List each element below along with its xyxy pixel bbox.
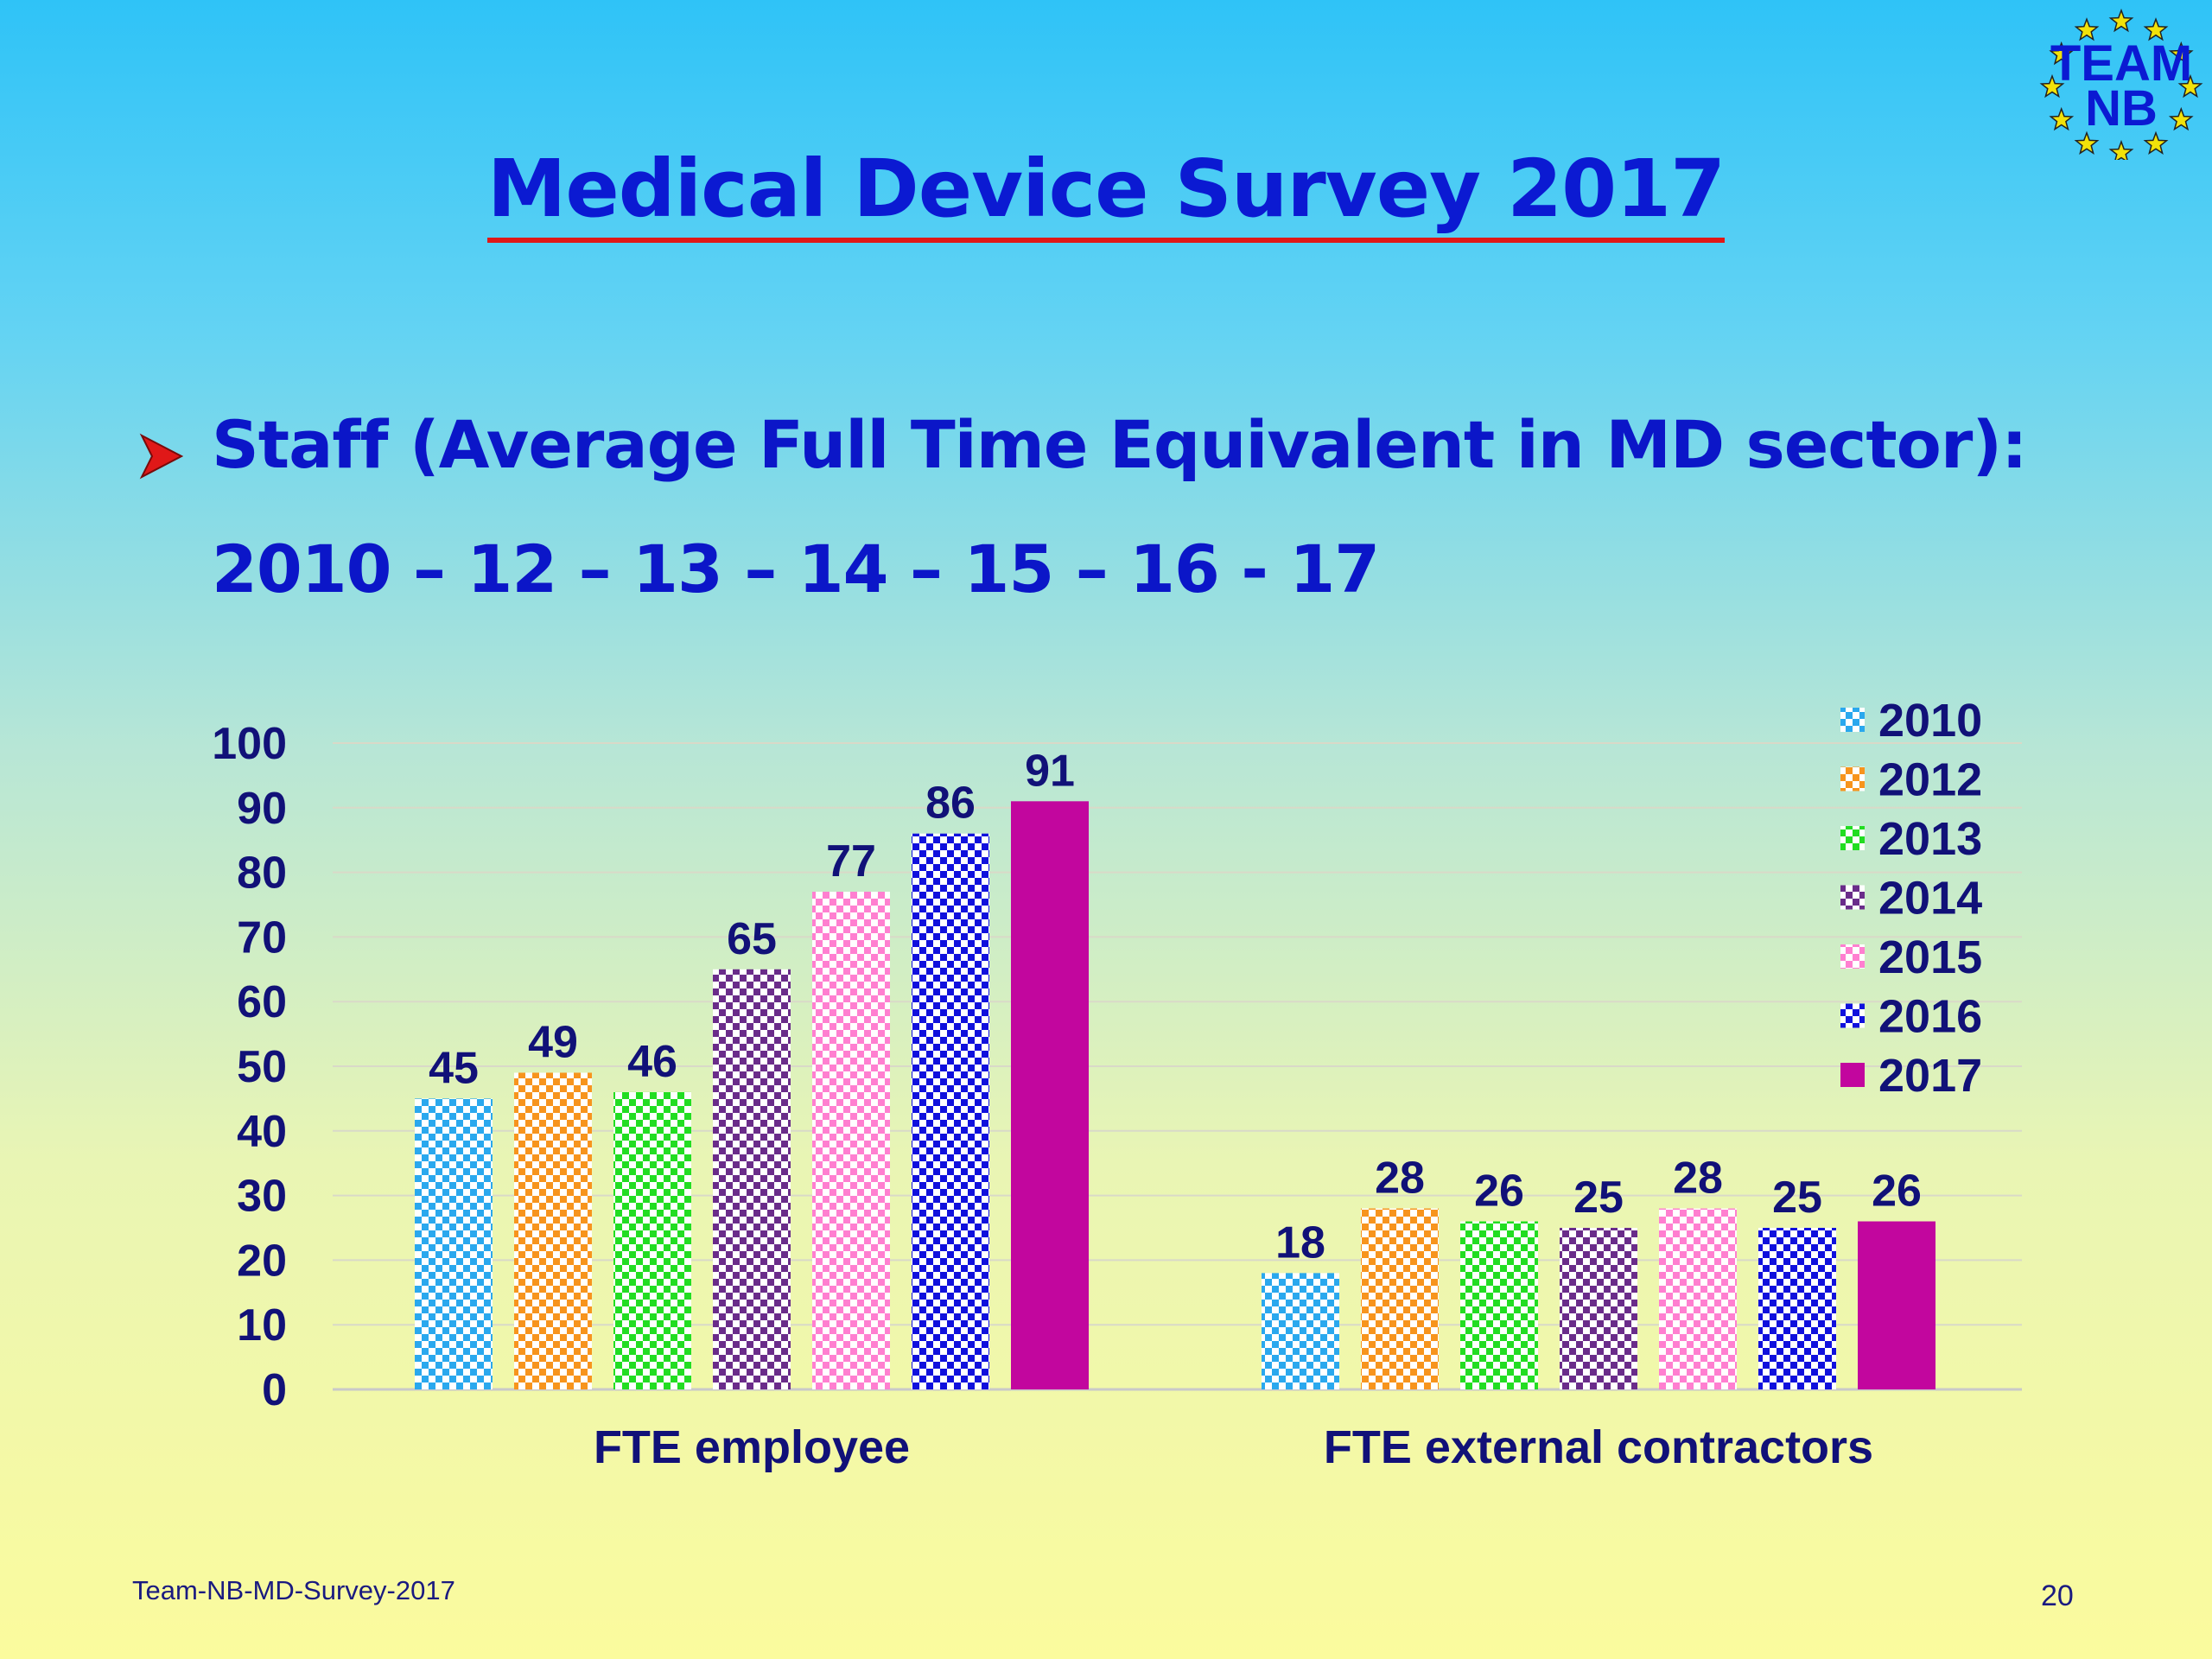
y-tick-label: 0 (262, 1365, 287, 1415)
legend-swatch (1840, 944, 1865, 969)
logo-star-icon (2049, 106, 2075, 131)
legend-label: 2012 (1878, 754, 1982, 806)
y-tick-label: 50 (237, 1042, 287, 1092)
legend-swatch (1840, 1063, 1865, 1087)
legend-label: 2014 (1878, 873, 1982, 925)
bar-chart: 0 10 20 30 40 50 60 70 80 90 100 45 49 46 65 77 86 91 18 2… (212, 695, 2022, 1473)
bar-fte-external-contractors-2012 (1361, 1208, 1439, 1389)
slide-title-container: Medical Device Survey 2017 (0, 145, 2212, 244)
logo-stars (2039, 8, 2203, 160)
logo-star-icon (2074, 17, 2100, 41)
y-tick-label: 60 (237, 977, 287, 1027)
legend-label: 2010 (1878, 695, 1982, 747)
y-tick-label: 80 (237, 849, 287, 899)
bar-fte-external-contractors-2016 (1758, 1228, 1836, 1389)
bar-fte-employee-2013 (613, 1091, 691, 1389)
bar-fte-external-contractors-2013 (1460, 1221, 1538, 1389)
logo-star-icon (2074, 130, 2100, 156)
y-tick-label: 100 (212, 719, 287, 769)
y-tick-label: 30 (237, 1172, 287, 1222)
data-label: 65 (727, 914, 777, 964)
data-label: 86 (925, 779, 976, 829)
team-nb-logo: TEAM NB (2039, 8, 2203, 160)
bar-fte-employee-2016 (912, 833, 989, 1389)
y-tick-label: 10 (237, 1300, 287, 1351)
x-category-label: FTE external contractors (1324, 1421, 1873, 1473)
bar-fte-external-contractors-2015 (1659, 1208, 1737, 1389)
legend-label: 2013 (1878, 813, 1982, 865)
bar-fte-employee-2012 (514, 1072, 592, 1389)
bar-fte-employee-2015 (812, 892, 890, 1389)
data-label: 26 (1474, 1166, 1524, 1217)
footer-source: Team-NB-MD-Survey-2017 (132, 1575, 455, 1605)
logo-star-icon (2039, 73, 2065, 99)
logo-text-team: TEAM (2050, 35, 2192, 92)
data-label: 28 (1673, 1154, 1723, 1204)
subtitle-line-1: Staff (Average Full Time Equivalent in M… (212, 406, 2027, 483)
bar-fte-external-contractors-2017 (1858, 1221, 1936, 1389)
data-label: 18 (1275, 1217, 1325, 1268)
legend-swatch (1840, 826, 1865, 850)
legend-label: 2015 (1878, 931, 1982, 983)
data-label: 49 (528, 1017, 578, 1067)
x-axis: FTE employee FTE external contractors (594, 1421, 1873, 1473)
legend-swatch (1840, 766, 1865, 791)
data-label: 46 (627, 1037, 677, 1087)
y-tick-label: 20 (237, 1236, 287, 1286)
logo-text-nb: NB (2085, 80, 2158, 137)
bar-fte-external-contractors-2014 (1560, 1228, 1637, 1389)
data-labels: 45 49 46 65 77 86 91 18 28 26 25 28 25 26 (429, 746, 1922, 1268)
data-label: 91 (1025, 746, 1075, 796)
y-tick-label: 70 (237, 912, 287, 963)
y-tick-label: 40 (237, 1107, 287, 1157)
slide-title: Medical Device Survey 2017 (486, 145, 1726, 244)
logo-star-icon (2168, 106, 2194, 131)
legend: 2010 2012 2013 2014 2015 2016 2017 (1840, 695, 1982, 1102)
data-label: 25 (1772, 1173, 1822, 1223)
data-label: 45 (429, 1043, 479, 1093)
logo-star-icon (2177, 73, 2203, 99)
legend-swatch (1840, 1003, 1865, 1028)
legend-label: 2016 (1878, 991, 1982, 1043)
data-label: 25 (1573, 1173, 1624, 1223)
subtitle-line-2: 2010 – 12 – 13 – 14 – 15 – 16 - 17 (212, 531, 1380, 607)
legend-label: 2017 (1878, 1050, 1982, 1102)
logo-star-icon (2108, 139, 2134, 160)
y-tick-label: 90 (237, 784, 287, 834)
logo-star-icon (2108, 8, 2134, 33)
logo-star-icon (2168, 41, 2194, 66)
logo-star-icon (2143, 17, 2169, 41)
logo-star-icon (2049, 41, 2075, 66)
bars (415, 801, 1936, 1389)
logo-star-icon (2143, 130, 2169, 156)
bar-fte-employee-2010 (415, 1098, 493, 1389)
x-category-label: FTE employee (594, 1421, 910, 1473)
data-label: 77 (826, 836, 876, 887)
legend-swatch (1840, 885, 1865, 910)
data-label: 26 (1872, 1166, 1922, 1217)
bar-fte-employee-2014 (713, 969, 791, 1389)
page-number: 20 (2041, 1580, 2074, 1612)
arrow-bullet-icon (139, 433, 183, 480)
y-axis: 0 10 20 30 40 50 60 70 80 90 100 (212, 719, 287, 1415)
data-label: 28 (1375, 1154, 1425, 1204)
bar-fte-employee-2017 (1011, 801, 1089, 1389)
bar-fte-external-contractors-2010 (1262, 1273, 1339, 1389)
legend-swatch (1840, 708, 1865, 732)
